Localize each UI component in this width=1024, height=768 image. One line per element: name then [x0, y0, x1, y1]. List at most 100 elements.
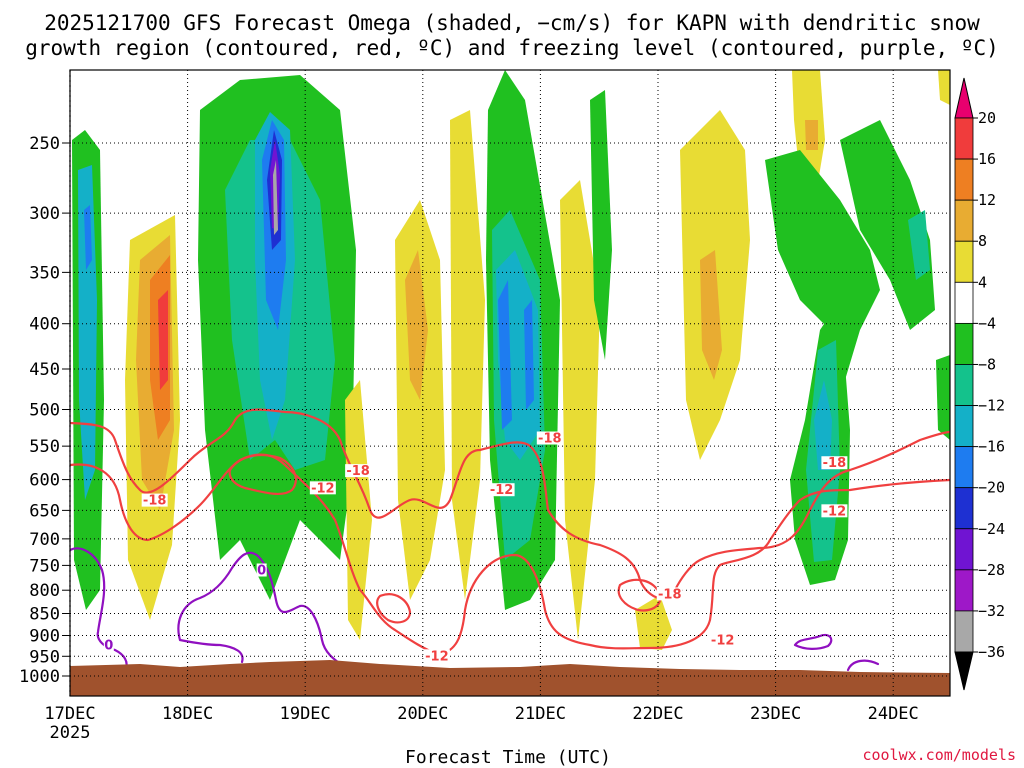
contour-left-lobe-inner: [228, 454, 297, 496]
contour-label-bg-8: [821, 456, 848, 470]
omega-red-band-18dec: [158, 290, 168, 390]
y-axis: 2503003504004505005506006507007508008509…: [19, 134, 70, 687]
dendritic-contours: [70, 408, 950, 657]
omega-yellow-21dec-right: [560, 180, 600, 640]
freezing-contour-19dec-base: [178, 638, 244, 664]
contour-minus12-upper: [70, 408, 950, 600]
colorbar-segment-10: [954, 528, 974, 571]
contour-labels: -18 -18 -12 -12 -18 -12 -18 -12 -18 -12 0 0: [103, 431, 848, 664]
omega-yellow-22dec-low: [635, 595, 672, 650]
omega-blue-band-early: [84, 205, 92, 270]
colorbar-segment-3: [954, 240, 974, 283]
chart-title-line1: 2025121700 GFS Forecast Omega (shaded, −…: [44, 11, 980, 35]
y-tick-label-1000: 1000: [19, 667, 60, 687]
colorbar-segment-4: [954, 281, 974, 324]
colorbar-segment-9: [954, 487, 974, 530]
contour-label-3: -12: [425, 649, 449, 664]
x-tick-label-23DEC: 23DEC: [750, 704, 801, 724]
colorbar-segment-12: [954, 610, 974, 653]
colorbar-segment-8: [954, 446, 974, 489]
y-tick-label-400: 400: [29, 315, 60, 335]
contour-label-0: -18: [143, 494, 167, 509]
x-tick-label-21DEC: 21DEC: [515, 704, 566, 724]
contour-label-10: 0: [104, 638, 113, 653]
x-tick-label-18DEC: 18DEC: [162, 704, 213, 724]
contour-label-2: -12: [311, 481, 335, 496]
omega-blue-21dec: [498, 280, 512, 430]
x-tick-label-22DEC: 22DEC: [632, 704, 683, 724]
y-tick-label-650: 650: [29, 501, 60, 521]
contour-label-bg-1: [345, 464, 372, 478]
freezing-contour-23dec-b: [846, 659, 880, 672]
contour-label-bg-9: [821, 504, 848, 518]
x-tick-label-19DEC: 19DEC: [280, 704, 331, 724]
colorbar-label-6: −8: [978, 355, 996, 373]
contour-label-bg-5: [488, 483, 515, 497]
contour-label-bg-3: [423, 649, 450, 663]
contour-label-bg-7: [709, 633, 736, 647]
colorbar-label-11: −28: [978, 561, 1005, 579]
colorbar-top-triangle: [954, 77, 974, 119]
contour-label-bg-4: [536, 431, 563, 445]
omega-teal-23dec-right: [908, 210, 930, 280]
contour-label-bg-0: [141, 493, 168, 507]
plot-frame: [69, 69, 951, 697]
x-tick-label-20DEC: 20DEC: [397, 704, 448, 724]
colorbar-label-9: −20: [978, 479, 1005, 497]
contour-minus18-lower: [70, 453, 950, 657]
freezing-contour-19dec: [177, 551, 348, 670]
contour-label-8: -18: [823, 456, 847, 471]
x-axis-year: 2025: [50, 723, 91, 743]
omega-green-23dec-upper: [765, 150, 880, 380]
colorbar-label-13: −36: [978, 643, 1005, 661]
freezing-contour-early: [70, 547, 128, 670]
terrain-fill: [70, 660, 950, 696]
omega-cyan-23dec-low: [814, 380, 832, 470]
colorbar-segment-0: [954, 117, 974, 160]
y-tick-label-550: 550: [29, 437, 60, 457]
y-tick-label-450: 450: [29, 360, 60, 380]
colorbar-label-5: −4: [978, 314, 996, 332]
omega-gray-18dec: [273, 160, 278, 235]
contour-label-4: -18: [538, 432, 562, 447]
contour-label-7: -12: [711, 634, 735, 649]
y-tick-label-950: 950: [29, 647, 60, 667]
colorbar-label-8: −16: [978, 438, 1005, 456]
colorbar-label-1: 16: [978, 150, 996, 168]
contour-label-9: -12: [823, 504, 847, 519]
contour-small-loop-19dec: [376, 593, 412, 624]
colorbar-label-3: 8: [978, 232, 987, 250]
freezing-contour-23dec-a: [793, 633, 833, 650]
omega-blue-21dec-b: [524, 300, 534, 410]
y-tick-label-800: 800: [29, 581, 60, 601]
omega-green-right-edge: [936, 355, 950, 440]
contour-label-5: -12: [490, 483, 514, 498]
colorbar-label-12: −32: [978, 602, 1005, 620]
y-tick-label-750: 750: [29, 556, 60, 576]
y-tick-label-500: 500: [29, 401, 60, 421]
colorbar-label-4: 4: [978, 273, 987, 291]
y-tick-label-850: 850: [29, 605, 60, 625]
contour-label-bg-6: [656, 587, 683, 601]
contour-label-bg-11: [256, 563, 267, 577]
colorbar-bottom-triangle: [954, 651, 974, 691]
contour-label-6: -18: [658, 587, 682, 602]
y-tick-label-900: 900: [29, 626, 60, 646]
colorbar-segment-7: [954, 405, 974, 448]
y-tick-label-350: 350: [29, 263, 60, 283]
colorbar: 20 16 12 8 4 −4 −8 −12 −16 −20 −24 −28 −32 −36: [954, 77, 1005, 691]
colorbar-label-7: −12: [978, 397, 1005, 415]
omega-green-23dec-right: [840, 120, 935, 330]
y-tick-label-600: 600: [29, 471, 60, 491]
grid-lines: [70, 70, 950, 696]
omega-green-22dec: [590, 90, 612, 360]
x-axis: 17DEC 18DEC 19DEC 20DEC 21DEC 22DEC 23DEC 24DEC: [44, 704, 918, 724]
contour-label-bg-2: [309, 481, 336, 495]
contour-loop-22dec: [617, 578, 662, 612]
credit-text: coolwx.com/models: [862, 746, 1016, 764]
y-tick-label-250: 250: [29, 134, 60, 154]
colorbar-segment-2: [954, 199, 974, 242]
colorbar-label-10: −24: [978, 520, 1005, 538]
chart-title-line2: growth region (contoured, red, ºC) and f…: [25, 36, 999, 60]
